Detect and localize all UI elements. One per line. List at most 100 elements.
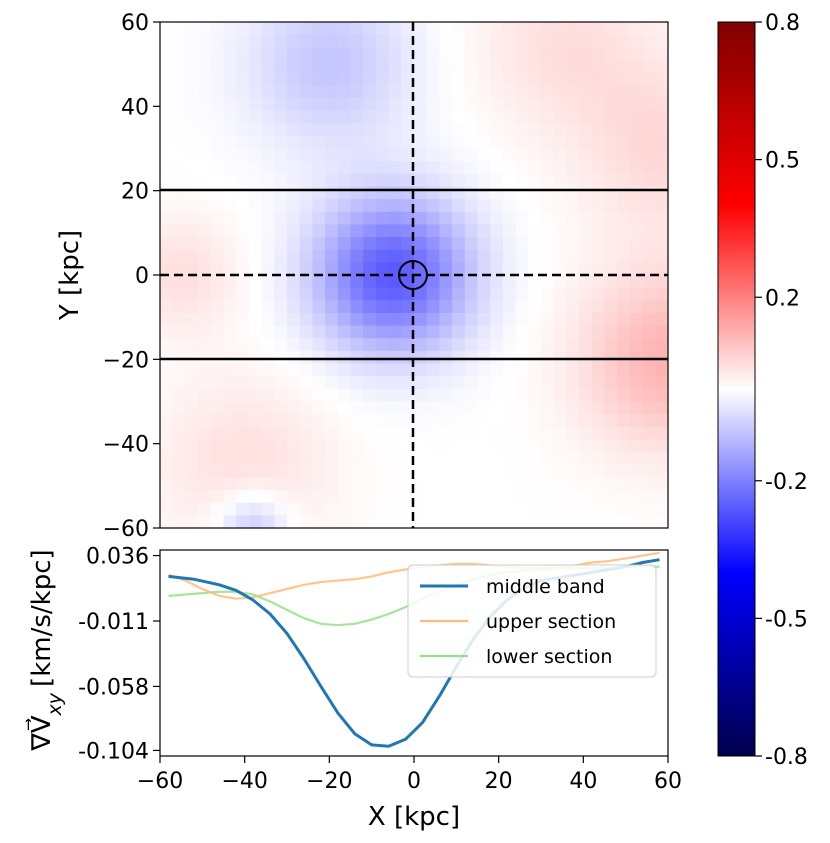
heatmap-cell (312, 452, 326, 466)
heatmap-cell (515, 262, 529, 276)
heatmap-cell (198, 401, 212, 415)
heatmap-cell (185, 414, 199, 428)
heatmap-cell (223, 401, 237, 415)
heatmap-cell (287, 123, 301, 137)
heatmap-cell (553, 350, 567, 365)
heatmap-cell (198, 85, 212, 99)
heatmap-cell (515, 401, 529, 415)
heatmap-cell (363, 173, 377, 188)
heatmap-cell (363, 426, 377, 441)
heatmap-cell (439, 22, 453, 36)
heatmap-cell (388, 388, 402, 403)
heatmap-cell (274, 350, 288, 365)
heatmap-cell (350, 502, 364, 516)
heatmap-cell (591, 47, 606, 61)
heatmap-cell (299, 224, 313, 238)
heatmap-cell (591, 312, 606, 327)
heatmap-cell (375, 237, 390, 251)
heatmap-cell (325, 97, 339, 112)
heatmap-cell (604, 186, 618, 200)
heatmap-cell (426, 97, 440, 112)
heatmap-cell (566, 123, 580, 137)
heatmap-cell (325, 312, 339, 327)
heatmap-cell (502, 47, 517, 61)
heatmap-cell (528, 186, 542, 200)
heatmap-cell (426, 85, 440, 99)
heatmap-cell (528, 287, 542, 301)
heatmap-cell (414, 97, 428, 112)
heatmap-cell (452, 363, 466, 377)
heatmap-cell (223, 426, 237, 441)
heatmap-cell (541, 123, 555, 137)
heatmap-cell (541, 173, 555, 188)
line-y-ticks: 0.036-0.011-0.058-0.104 (78, 545, 160, 764)
heatmap-cell (604, 72, 618, 86)
heatmap-cell (604, 401, 618, 415)
heatmap-cell (350, 186, 364, 200)
heatmap-cell (452, 85, 466, 99)
heatmap-cell (452, 22, 466, 36)
heatmap-cell (388, 47, 402, 61)
heatmap-cell (426, 211, 440, 225)
heatmap-cell (274, 186, 288, 200)
heatmap-cell (528, 199, 542, 213)
heatmap-cell (248, 515, 263, 529)
heatmap-cell (299, 249, 313, 263)
heatmap-cell (591, 110, 606, 124)
heatmap-cell (591, 439, 606, 453)
heatmap-cell (655, 338, 669, 352)
heatmap-cell (261, 123, 275, 137)
heatmap-cell (477, 363, 491, 377)
heatmap-cell (642, 287, 656, 301)
heatmap-cell (655, 363, 669, 377)
heatmap-cell (642, 363, 656, 377)
heatmap-cell (236, 249, 250, 263)
heatmap-cell (274, 110, 288, 124)
heatmap-cell (337, 237, 352, 251)
heatmap-cell (248, 34, 263, 48)
heatmap-cell (629, 502, 644, 516)
heatmap-cell (375, 123, 390, 137)
heatmap-cell (604, 237, 618, 251)
heatmap-cell (452, 300, 466, 314)
heatmap-cell (553, 161, 567, 175)
heatmap-cell (312, 110, 326, 124)
heatmap-cell (414, 515, 428, 529)
heatmap-cell (236, 85, 250, 99)
heatmap-cell (528, 477, 542, 491)
heatmap-cell (490, 325, 504, 339)
heatmap-cell (414, 34, 428, 48)
heatmap-cell (261, 97, 275, 112)
heatmap-cell (617, 338, 631, 352)
heatmap-cell (198, 224, 212, 238)
heatmap-cell (375, 211, 390, 225)
line-x-tick-label: 40 (569, 769, 597, 794)
heatmap-cell (566, 135, 580, 150)
heatmap-cell (198, 477, 212, 491)
heatmap-cell (591, 502, 606, 516)
heatmap-cell (553, 312, 567, 327)
heatmap-cell (172, 300, 186, 314)
heatmap-cell (426, 515, 440, 529)
heatmap-cell (579, 199, 593, 213)
heatmap-cell (591, 477, 606, 491)
heatmap-cell (502, 376, 517, 390)
heatmap-cell (528, 173, 542, 188)
heatmap-cell (464, 363, 479, 377)
heatmap-cell (261, 22, 275, 36)
heatmap-cell (185, 275, 199, 289)
heatmap-cell (642, 464, 656, 478)
heatmap-cell (629, 47, 644, 61)
heatmap-cell (629, 173, 644, 188)
heatmap-cell (452, 97, 466, 112)
heatmap-cell (350, 34, 364, 48)
heatmap-cell (337, 350, 352, 365)
heatmap-cell (490, 502, 504, 516)
heatmap-cell (617, 275, 631, 289)
heatmap-cell (223, 502, 237, 516)
heatmap-cell (515, 325, 529, 339)
heatmap-cell (528, 97, 542, 112)
heatmap-cell (617, 211, 631, 225)
heatmap-cell (299, 401, 313, 415)
heatmap-cell (274, 363, 288, 377)
